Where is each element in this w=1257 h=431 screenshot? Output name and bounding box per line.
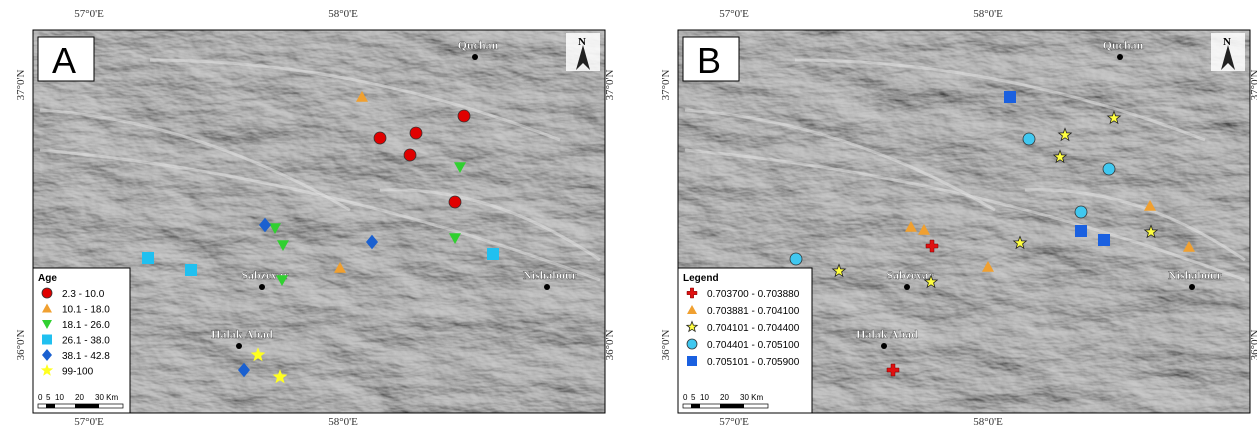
scale-label: 5	[46, 393, 51, 402]
marker	[790, 253, 802, 265]
marker	[1103, 163, 1115, 175]
legend-item: 99-100	[62, 367, 94, 378]
marker	[410, 127, 422, 139]
scale-bar-seg	[75, 404, 99, 408]
legend-item: 10.1 - 18.0	[62, 305, 110, 316]
marker	[449, 196, 461, 208]
marker	[185, 264, 197, 276]
legend-item: 38.1 - 42.8	[62, 351, 110, 362]
lat-label: 36°0'N	[604, 330, 616, 361]
legend-item: 18.1 - 26.0	[62, 320, 110, 331]
marker	[42, 335, 52, 345]
city-dot	[236, 343, 242, 349]
lat-label: 37°0'N	[15, 70, 27, 101]
panel-label: B	[697, 40, 721, 81]
scale-bar-seg	[46, 404, 55, 408]
lat-label: 36°0'N	[1249, 330, 1257, 361]
legend-title: Legend	[683, 273, 719, 284]
city-label: Nishabour	[1168, 268, 1223, 282]
lat-label: 36°0'N	[660, 330, 672, 361]
marker	[458, 110, 470, 122]
city-dot	[472, 54, 478, 60]
marker	[487, 248, 499, 260]
lat-label: 37°0'N	[604, 70, 616, 101]
scale-label: 5	[691, 393, 696, 402]
marker	[687, 356, 697, 366]
lat-label: 37°0'N	[1249, 70, 1257, 101]
lat-label: 36°0'N	[15, 330, 27, 361]
lon-label: 58°0'E	[328, 8, 358, 20]
city-dot	[259, 284, 265, 290]
lon-label: 58°0'E	[973, 416, 1003, 428]
lon-label: 57°0'E	[74, 416, 104, 428]
scale-label: 0	[38, 393, 43, 402]
marker	[1098, 234, 1110, 246]
scale-label: 30 Km	[740, 393, 763, 402]
lon-label: 57°0'E	[74, 8, 104, 20]
legend-item: 0.704401 - 0.705100	[707, 340, 800, 351]
marker	[142, 252, 154, 264]
marker	[1023, 133, 1035, 145]
city-label: Nishabour	[523, 268, 578, 282]
panel-label: A	[52, 40, 76, 81]
lon-label: 57°0'E	[719, 8, 749, 20]
scale-label: 30 Km	[95, 393, 118, 402]
legend-item: 0.703700 - 0.703880	[707, 289, 800, 300]
scale-label: 0	[683, 393, 688, 402]
legend-item: 2.3 - 10.0	[62, 289, 105, 300]
city-dot	[1189, 284, 1195, 290]
city-dot	[904, 284, 910, 290]
marker	[1075, 225, 1087, 237]
map-panel: B N 57°0'E 57°0'E 58°0'E 58°0'E 37°0'N 37°0'N 36…	[660, 8, 1257, 428]
city-dot	[881, 343, 887, 349]
legend-item: 0.705101 - 0.705900	[707, 357, 800, 368]
map-panel: A N 57°0'E 57°0'E 58°0'E 58°0'E 37°0'N 37°0'N 36…	[15, 8, 616, 428]
marker	[687, 339, 697, 349]
legend-item: 0.703881 - 0.704100	[707, 306, 800, 317]
scale-label: 10	[55, 393, 64, 402]
lon-label: 57°0'E	[719, 416, 749, 428]
lon-label: 58°0'E	[973, 8, 1003, 20]
city-label: Halak Abad	[211, 327, 273, 341]
scale-label: 20	[720, 393, 729, 402]
city-label: Halak Abad	[856, 327, 918, 341]
lat-label: 37°0'N	[660, 70, 672, 101]
legend-title: Age	[38, 273, 57, 284]
legend-item: 26.1 - 38.0	[62, 336, 110, 347]
city-dot	[544, 284, 550, 290]
marker	[404, 149, 416, 161]
city-label: Quchan	[1103, 38, 1144, 52]
north-label: N	[578, 36, 586, 48]
north-label: N	[1223, 36, 1231, 48]
marker	[1075, 206, 1087, 218]
scale-bar-seg	[691, 404, 700, 408]
marker	[42, 288, 52, 298]
city-label: Quchan	[458, 38, 499, 52]
figure: A N 57°0'E 57°0'E 58°0'E 58°0'E 37°0'N 37°0'N 36…	[0, 0, 1257, 431]
scale-label: 10	[700, 393, 709, 402]
marker	[1004, 91, 1016, 103]
city-dot	[1117, 54, 1123, 60]
scale-label: 20	[75, 393, 84, 402]
lon-label: 58°0'E	[328, 416, 358, 428]
legend-item: 0.704101 - 0.704400	[707, 323, 800, 334]
marker	[374, 132, 386, 144]
scale-bar-seg	[720, 404, 744, 408]
